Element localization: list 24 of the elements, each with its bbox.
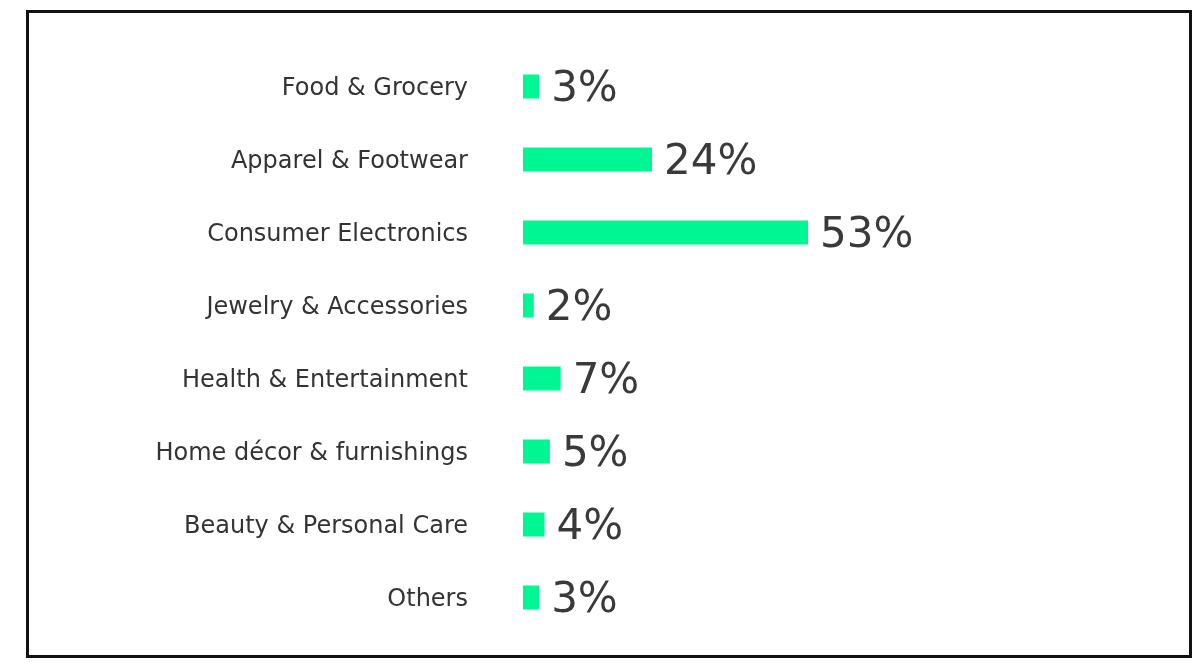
- y-tick-label: Beauty & Personal Care: [184, 510, 468, 539]
- y-tick-label: Home décor & furnishings: [155, 437, 468, 466]
- bar: [523, 439, 550, 464]
- y-tick-label: Consumer Electronics: [207, 218, 468, 247]
- y-tick-label: Jewelry & Accessories: [204, 291, 468, 320]
- data-label: 3%: [551, 62, 618, 111]
- data-label: 3%: [551, 573, 618, 622]
- y-tick-label: Apparel & Footwear: [230, 145, 469, 174]
- bar: [523, 147, 653, 172]
- bar: [523, 585, 540, 610]
- y-tick-label: Others: [387, 583, 468, 612]
- data-label: 24%: [664, 135, 758, 184]
- y-tick-label: Health & Entertainment: [182, 364, 468, 393]
- bar: [523, 74, 540, 99]
- y-tick-label: Food & Grocery: [281, 72, 468, 101]
- data-label: 7%: [572, 354, 640, 403]
- bar: [523, 293, 534, 318]
- data-label: 2%: [545, 281, 613, 330]
- bar: [523, 366, 561, 391]
- data-label: 4%: [556, 500, 624, 549]
- data-label: 5%: [561, 427, 629, 476]
- bar: [523, 512, 545, 537]
- data-label: 53%: [820, 208, 914, 257]
- bar: [523, 220, 808, 245]
